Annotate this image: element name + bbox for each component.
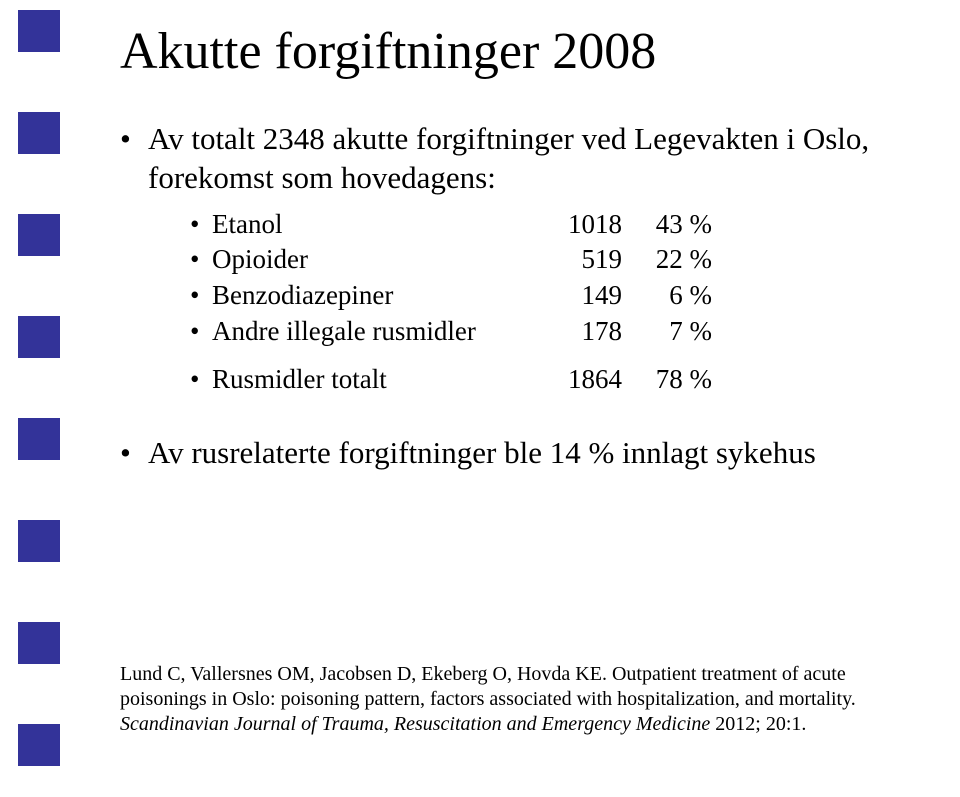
- second-bullet: • Av rusrelaterte forgiftninger ble 14 %…: [120, 434, 900, 473]
- bullet-icon: •: [120, 434, 148, 473]
- bullet-icon: •: [190, 315, 212, 349]
- intro-bullet: • Av totalt 2348 akutte forgiftninger ve…: [120, 120, 900, 198]
- motif-square: [18, 10, 60, 52]
- motif-square: [18, 622, 60, 664]
- item-label: Opioider: [212, 243, 532, 277]
- slide-title: Akutte forgiftninger 2008: [120, 22, 656, 81]
- motif-square: [18, 418, 60, 460]
- motif-square: [18, 724, 60, 766]
- item-label: Benzodiazepiner: [212, 279, 532, 313]
- item-count: 519: [532, 243, 622, 277]
- intro-line2: forekomst som hovedagens:: [148, 160, 496, 195]
- reference-tail: 2012; 20:1.: [710, 713, 806, 735]
- list-item: • Benzodiazepiner 149 6 %: [190, 279, 900, 313]
- bullet-icon: •: [190, 279, 212, 313]
- substance-list: • Etanol 1018 43 % • Opioider 519 22 % •…: [190, 208, 900, 397]
- bullet-icon: •: [190, 243, 212, 277]
- spacer: [190, 351, 900, 363]
- left-square-motif: [18, 10, 60, 797]
- item-percent: 43 %: [622, 208, 712, 242]
- slide: Akutte forgiftninger 2008 • Av totalt 23…: [0, 0, 960, 797]
- item-count: 1018: [532, 208, 622, 242]
- item-count: 149: [532, 279, 622, 313]
- item-percent: 7 %: [622, 315, 712, 349]
- bullet-icon: •: [120, 120, 148, 198]
- intro-text: Av totalt 2348 akutte forgiftninger ved …: [148, 120, 869, 198]
- motif-square: [18, 520, 60, 562]
- list-item: • Opioider 519 22 %: [190, 243, 900, 277]
- motif-square: [18, 214, 60, 256]
- bullet-icon: •: [190, 208, 212, 242]
- item-label: Rusmidler totalt: [212, 363, 532, 397]
- reference-plain: Lund C, Vallersnes OM, Jacobsen D, Ekebe…: [120, 663, 856, 710]
- item-percent: 22 %: [622, 243, 712, 277]
- item-count: 178: [532, 315, 622, 349]
- bullet-icon: •: [190, 363, 212, 397]
- reference-journal: Scandinavian Journal of Trauma, Resuscit…: [120, 713, 710, 735]
- motif-square: [18, 112, 60, 154]
- list-item: • Andre illegale rusmidler 178 7 %: [190, 315, 900, 349]
- item-percent: 78 %: [622, 363, 712, 397]
- motif-square: [18, 316, 60, 358]
- spacer: [120, 398, 900, 434]
- reference-citation: Lund C, Vallersnes OM, Jacobsen D, Ekebe…: [120, 662, 890, 737]
- intro-line1: Av totalt 2348 akutte forgiftninger ved …: [148, 121, 869, 156]
- slide-content: • Av totalt 2348 akutte forgiftninger ve…: [120, 120, 900, 483]
- list-item: • Etanol 1018 43 %: [190, 208, 900, 242]
- item-count: 1864: [532, 363, 622, 397]
- total-row: • Rusmidler totalt 1864 78 %: [190, 363, 900, 397]
- item-label: Etanol: [212, 208, 532, 242]
- item-label: Andre illegale rusmidler: [212, 315, 532, 349]
- second-bullet-text: Av rusrelaterte forgiftninger ble 14 % i…: [148, 434, 816, 473]
- item-percent: 6 %: [622, 279, 712, 313]
